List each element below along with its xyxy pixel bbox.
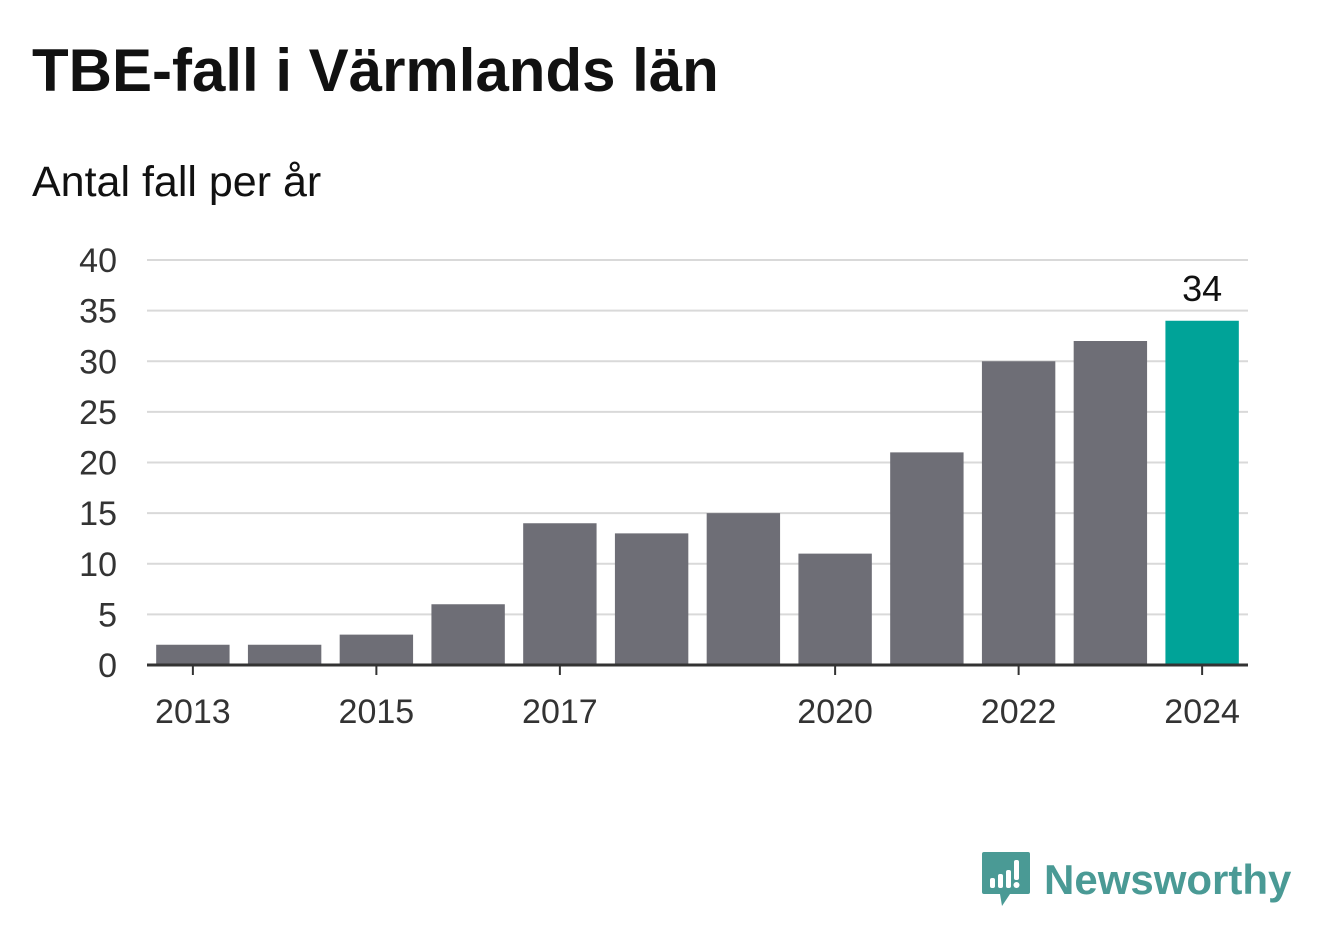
- y-tick-label-30: 30: [79, 343, 117, 381]
- bar-2021: [890, 452, 964, 665]
- bar-2023: [1073, 341, 1148, 665]
- y-tick-label-5: 5: [98, 596, 117, 634]
- x-tick-label-2013: 2013: [155, 693, 231, 731]
- bar-2019: [706, 513, 781, 665]
- x-tick-label-2024: 2024: [1164, 693, 1240, 731]
- bars: [156, 320, 1239, 665]
- y-tick-label-35: 35: [79, 293, 117, 331]
- chart-title: TBE-fall i Värmlands län: [32, 37, 719, 104]
- bar-2018: [614, 533, 689, 665]
- brand-name: Newsworthy: [1044, 856, 1292, 903]
- bar-2015: [339, 634, 414, 665]
- y-tick-label-40: 40: [79, 242, 117, 280]
- y-tick-label-15: 15: [79, 495, 117, 533]
- y-tick-label-0: 0: [98, 647, 117, 685]
- bar-2020: [798, 553, 872, 665]
- brand-logo: Newsworthy: [980, 850, 1291, 910]
- bar-2016: [431, 604, 505, 665]
- bar-2024: [1165, 320, 1239, 665]
- y-axis: 0 5 10 15 20 25 30 35 40: [79, 242, 117, 685]
- x-tick-label-2022: 2022: [981, 693, 1057, 731]
- data-labels: 34: [1182, 268, 1222, 309]
- bar-2014: [247, 644, 322, 665]
- bar-2022: [981, 361, 1056, 665]
- newsworthy-logo-icon: [982, 852, 1030, 906]
- bar-chart: 0 5 10 15 20 25 30 35 40 2013 2015 2017 2020 2022 202…: [79, 242, 1248, 731]
- bar-2017: [523, 523, 597, 665]
- bar-2013: [156, 644, 230, 665]
- x-tick-label-2017: 2017: [522, 693, 598, 731]
- chart-subtitle: Antal fall per år: [32, 158, 322, 206]
- data-label-2024: 34: [1182, 268, 1222, 309]
- x-tick-label-2015: 2015: [339, 693, 415, 731]
- y-tick-label-20: 20: [79, 445, 117, 483]
- grid-lines: [147, 259, 1248, 616]
- y-tick-label-10: 10: [79, 546, 117, 584]
- x-tick-label-2020: 2020: [797, 693, 873, 731]
- y-tick-label-25: 25: [79, 394, 117, 432]
- x-axis: 2013 2015 2017 2020 2022 2024: [147, 663, 1248, 731]
